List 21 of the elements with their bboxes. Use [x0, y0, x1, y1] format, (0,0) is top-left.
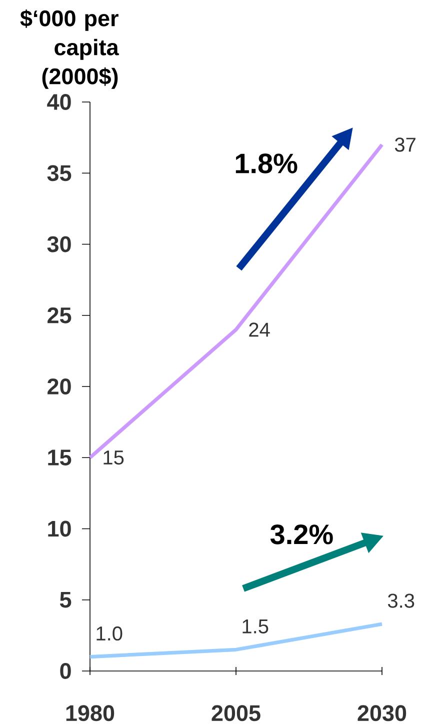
- data-label: 37: [394, 138, 416, 152]
- annotation: 3.2%: [270, 524, 333, 544]
- y-tick-label: 5: [60, 592, 72, 608]
- data-label: 3.3: [388, 594, 414, 608]
- annotation: 1.8%: [236, 154, 298, 174]
- y-tick-label: 15: [48, 450, 72, 466]
- x-tick-label: 1980: [66, 705, 114, 722]
- y-tick-label: 20: [48, 378, 71, 394]
- data-label: 15: [104, 450, 124, 465]
- y-tick-label: 10: [48, 520, 71, 537]
- y-tick-label: 25: [48, 307, 72, 324]
- y-axis-title: $‘000 per capita (2000$): [20, 9, 119, 89]
- y-tick-label: 35: [47, 165, 72, 182]
- y-tick-label: 0: [60, 663, 71, 679]
- y-tick-label: 30: [47, 236, 71, 252]
- x-tick-label: 2005: [212, 705, 260, 722]
- data-label: 24: [249, 322, 270, 337]
- data-label: 1.5: [242, 620, 268, 634]
- y-tick-label: 40: [47, 94, 71, 110]
- data-label: 1.0: [96, 626, 122, 641]
- x-tick-label: 2030: [358, 705, 406, 722]
